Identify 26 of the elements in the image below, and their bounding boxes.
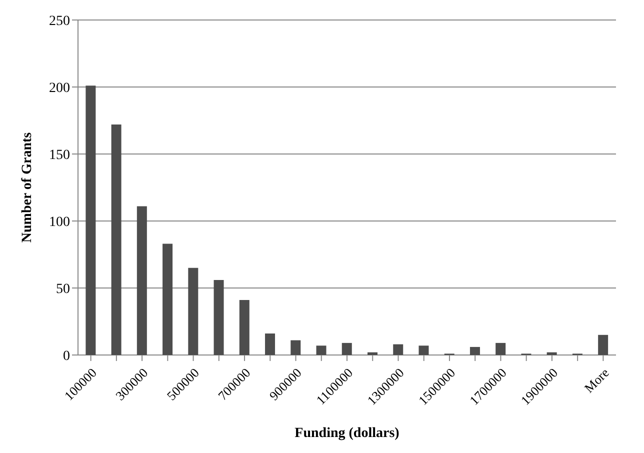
- bar: [265, 334, 276, 355]
- bar: [393, 344, 404, 355]
- bar: [86, 86, 96, 355]
- bar: [470, 346, 480, 355]
- y-tick-label: 150: [49, 148, 70, 163]
- bar: [214, 280, 224, 355]
- bar: [239, 300, 250, 355]
- y-tick-label: 0: [63, 348, 70, 364]
- bar: [290, 340, 301, 355]
- bar: [546, 352, 557, 355]
- x-axis-title: Funding (dollars): [294, 426, 400, 441]
- y-tick-label: 200: [49, 80, 70, 96]
- bar: [316, 346, 326, 355]
- bar: [367, 352, 378, 355]
- bar: [188, 268, 198, 355]
- bar: [111, 124, 122, 355]
- bar: [162, 244, 173, 355]
- bar: [418, 346, 429, 355]
- bar: [598, 334, 608, 355]
- bar: [136, 206, 147, 355]
- y-axis-title: Number of Grants: [20, 132, 35, 243]
- y-tick-label: 100: [49, 214, 70, 230]
- bar: [342, 342, 352, 355]
- y-tick-label: 250: [49, 14, 70, 29]
- y-tick-label: 50: [56, 282, 70, 297]
- bar: [496, 342, 506, 355]
